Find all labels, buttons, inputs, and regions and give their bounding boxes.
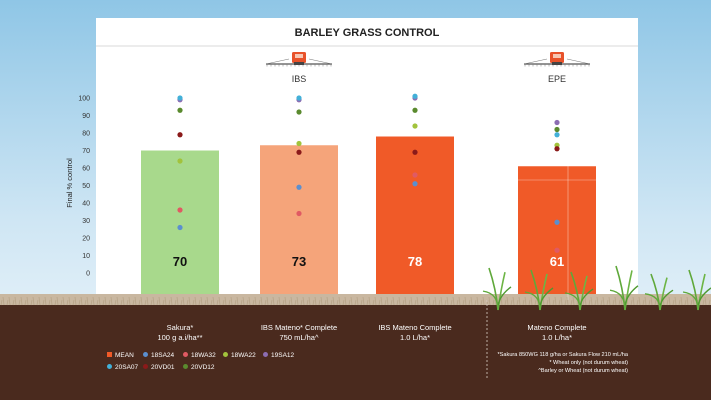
- point-18wa22-1: [177, 158, 183, 164]
- group-label-epe: EPE: [548, 74, 566, 84]
- mean-label-4: 61: [550, 254, 564, 269]
- wheat-plant: [524, 269, 554, 311]
- legend-label-20vd12: 20VD12: [191, 364, 215, 371]
- application-group-labels: IBS EPE: [292, 74, 566, 84]
- category-name-4: Mateno Complete: [527, 323, 586, 332]
- bar-3: [376, 136, 454, 303]
- y-axis-label: Final % control: [65, 158, 74, 208]
- wheat-plant: [564, 271, 594, 311]
- y-tick-label: 0: [86, 271, 90, 278]
- legend-label-18wa32: 18WA32: [191, 352, 216, 359]
- category-rate-1: 100 g a.i/ha**: [157, 333, 202, 342]
- category-labels: Sakura*100 g a.i/ha** IBS Mateno* Complet…: [157, 323, 586, 342]
- point-18wa32-1: [177, 207, 183, 213]
- point-19sa12-4: [554, 119, 560, 126]
- wheat-plant: [644, 273, 674, 311]
- y-tick-label: 70: [82, 148, 90, 155]
- y-tick-label: 50: [82, 183, 90, 190]
- legend-marker-20vd01: [143, 364, 148, 369]
- legend-label-18sa24: 18SA24: [151, 352, 175, 359]
- legend-marker-19sa12: [263, 352, 268, 357]
- wheat-plant: [482, 267, 512, 311]
- y-axis-ticks: 0 10 20 30 40 50 60 70 80 90 100: [78, 96, 90, 278]
- data-points: [177, 93, 560, 253]
- mean-label-1: 70: [173, 254, 187, 269]
- y-tick-label: 30: [82, 218, 90, 225]
- legend-label-18wa22: 18WA22: [231, 352, 256, 359]
- legend-marker-20vd12: [183, 364, 188, 369]
- sprayer-illustrations: [265, 52, 591, 67]
- footnotes: *Sakura 850WG 118 g/ha or Sakura Flow 21…: [498, 352, 629, 374]
- legend-marker-20sa07: [107, 364, 112, 369]
- sprayer-icon: [523, 52, 591, 67]
- point-18wa32-3: [412, 172, 418, 178]
- footnote-1: *Sakura 850WG 118 g/ha or Sakura Flow 21…: [498, 352, 629, 358]
- point-18wa32-2: [296, 210, 302, 217]
- point-20vd12-2: [296, 109, 302, 115]
- y-tick-label: 40: [82, 201, 90, 208]
- y-tick-label: 60: [82, 166, 90, 173]
- y-tick-label: 90: [82, 113, 90, 120]
- point-20vd01-4: [554, 146, 560, 152]
- mean-label-3: 78: [408, 254, 422, 269]
- point-18sa24-2: [296, 184, 302, 190]
- wheat-plant: [609, 265, 639, 311]
- bar-4: [518, 166, 596, 303]
- mean-label-2: 73: [292, 254, 306, 269]
- legend: MEAN 18SA24 18WA32 18WA22 19SA12 20SA07 20VD01…: [107, 352, 295, 371]
- point-20vd12-4: [554, 126, 560, 133]
- point-18wa22-2: [296, 140, 302, 147]
- point-18wa22-3: [412, 123, 418, 129]
- point-20sa07-1: [177, 95, 183, 101]
- point-18sa24-3: [412, 181, 418, 187]
- legend-label-20sa07: 20SA07: [115, 364, 139, 371]
- stubble-band: [0, 294, 711, 305]
- chart-title: BARLEY GRASS CONTROL: [295, 27, 440, 39]
- legend-label-mean: MEAN: [115, 352, 134, 359]
- point-20sa07-3: [412, 93, 418, 99]
- y-tick-label: 80: [82, 131, 90, 138]
- point-20vd01-1: [177, 132, 183, 138]
- legend-marker-18sa24: [143, 352, 148, 357]
- point-18sa24-1: [177, 224, 183, 231]
- point-20vd01-3: [412, 149, 418, 155]
- legend-label-20vd01: 20VD01: [151, 364, 175, 371]
- wheat-plants: [482, 265, 711, 311]
- point-20vd01-2: [296, 149, 302, 155]
- point-20vd12-1: [177, 107, 183, 113]
- legend-marker-mean: [107, 352, 112, 357]
- point-20vd12-3: [412, 107, 418, 113]
- point-20sa07-2: [296, 95, 302, 101]
- point-18wa32-4: [554, 247, 560, 253]
- bars: [141, 136, 596, 303]
- legend-marker-18wa32: [183, 352, 188, 357]
- footnote-3: ^Barley or Wheat (not durum wheat): [538, 368, 628, 374]
- sprayer-icon: [265, 52, 333, 67]
- bar-2: [260, 145, 338, 303]
- category-rate-4: 1.0 L/ha*: [542, 333, 572, 342]
- legend-marker-18wa22: [223, 352, 228, 357]
- category-rate-2: 750 mL/ha^: [280, 333, 319, 342]
- category-name-1: Sakura*: [167, 323, 194, 332]
- group-label-ibs: IBS: [292, 74, 307, 84]
- y-tick-label: 20: [82, 236, 90, 243]
- y-tick-label: 100: [78, 96, 90, 103]
- mean-value-labels: 70 73 78 61: [173, 254, 564, 269]
- legend-label-19sa12: 19SA12: [271, 352, 295, 359]
- category-name-2: IBS Mateno* Complete: [261, 323, 337, 332]
- category-name-3: IBS Mateno Complete: [378, 323, 451, 332]
- point-18sa24-4: [554, 219, 560, 225]
- point-20sa07-4: [554, 132, 560, 138]
- y-tick-label: 10: [82, 253, 90, 260]
- footnote-2: * Wheat only (not durum wheat): [549, 360, 628, 366]
- wheat-plant: [682, 269, 711, 311]
- category-rate-3: 1.0 L/ha*: [400, 333, 430, 342]
